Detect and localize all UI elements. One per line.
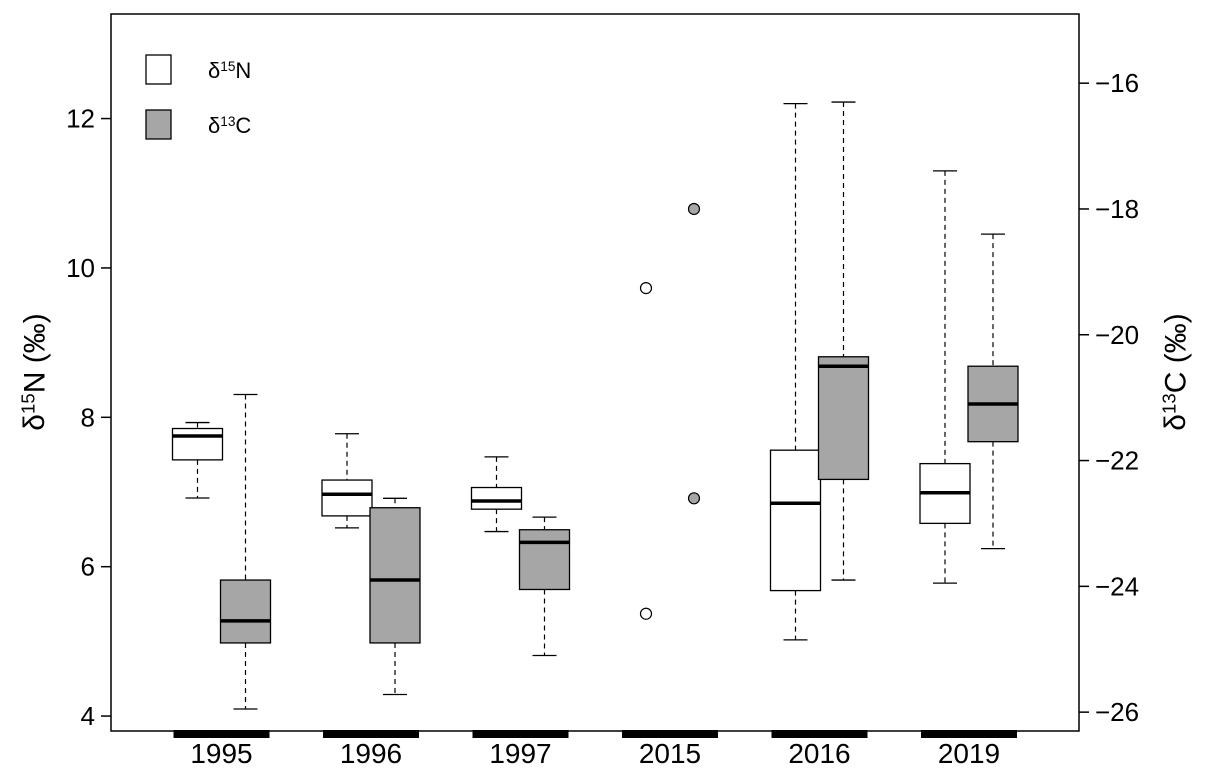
right-tick-label: −20 xyxy=(1095,320,1139,350)
left-tick-label: 8 xyxy=(81,402,95,432)
category-label: 1997 xyxy=(489,738,551,769)
left-tick-label: 12 xyxy=(66,104,95,134)
category-bar xyxy=(173,730,270,738)
category-bar xyxy=(921,730,1017,738)
category-bar xyxy=(323,730,419,738)
category-bar xyxy=(472,730,569,738)
outlier-point xyxy=(639,282,653,295)
legend-label: δ15N xyxy=(208,58,251,83)
y-axis-right-title: δ13C (‰) xyxy=(1159,313,1193,430)
box xyxy=(219,579,272,644)
category-label: 1995 xyxy=(190,738,252,769)
y-axis-left-title: δ15N (‰) xyxy=(18,313,52,430)
outlier-point xyxy=(687,492,701,505)
right-tick-label: −26 xyxy=(1095,697,1139,727)
box xyxy=(817,356,870,481)
legend-swatch xyxy=(145,109,172,140)
right-tick-label: −24 xyxy=(1095,571,1139,601)
category-bar xyxy=(771,730,868,738)
left-tick-label: 4 xyxy=(81,701,95,731)
legend-label: δ13C xyxy=(208,113,251,138)
legend-swatch xyxy=(145,54,172,85)
box xyxy=(470,486,523,510)
category-label: 2016 xyxy=(788,738,850,769)
legend: δ15N δ13C xyxy=(145,54,251,140)
box xyxy=(321,479,373,517)
outlier-point xyxy=(639,607,653,620)
category-bar xyxy=(622,730,718,738)
left-tick-label: 10 xyxy=(66,253,95,283)
box xyxy=(769,449,822,592)
box xyxy=(171,427,224,461)
right-tick-label: −18 xyxy=(1095,194,1139,224)
right-axis: −26 −24 −22 −20 −18 −16 xyxy=(1079,68,1139,727)
left-axis: 4 6 8 10 12 xyxy=(66,104,111,731)
right-tick-label: −22 xyxy=(1095,446,1139,476)
box xyxy=(369,507,421,644)
right-tick-label: −16 xyxy=(1095,68,1139,98)
plot-frame xyxy=(110,13,1080,732)
boxes xyxy=(171,101,1019,710)
category-label: 1996 xyxy=(340,738,402,769)
box xyxy=(518,529,571,591)
category-axis: 1995 1996 1997 2015 2016 2019 xyxy=(173,730,1017,769)
category-label: 2019 xyxy=(938,738,1000,769)
category-label: 2015 xyxy=(639,738,701,769)
outlier-point xyxy=(687,202,701,216)
left-tick-label: 6 xyxy=(81,552,95,582)
